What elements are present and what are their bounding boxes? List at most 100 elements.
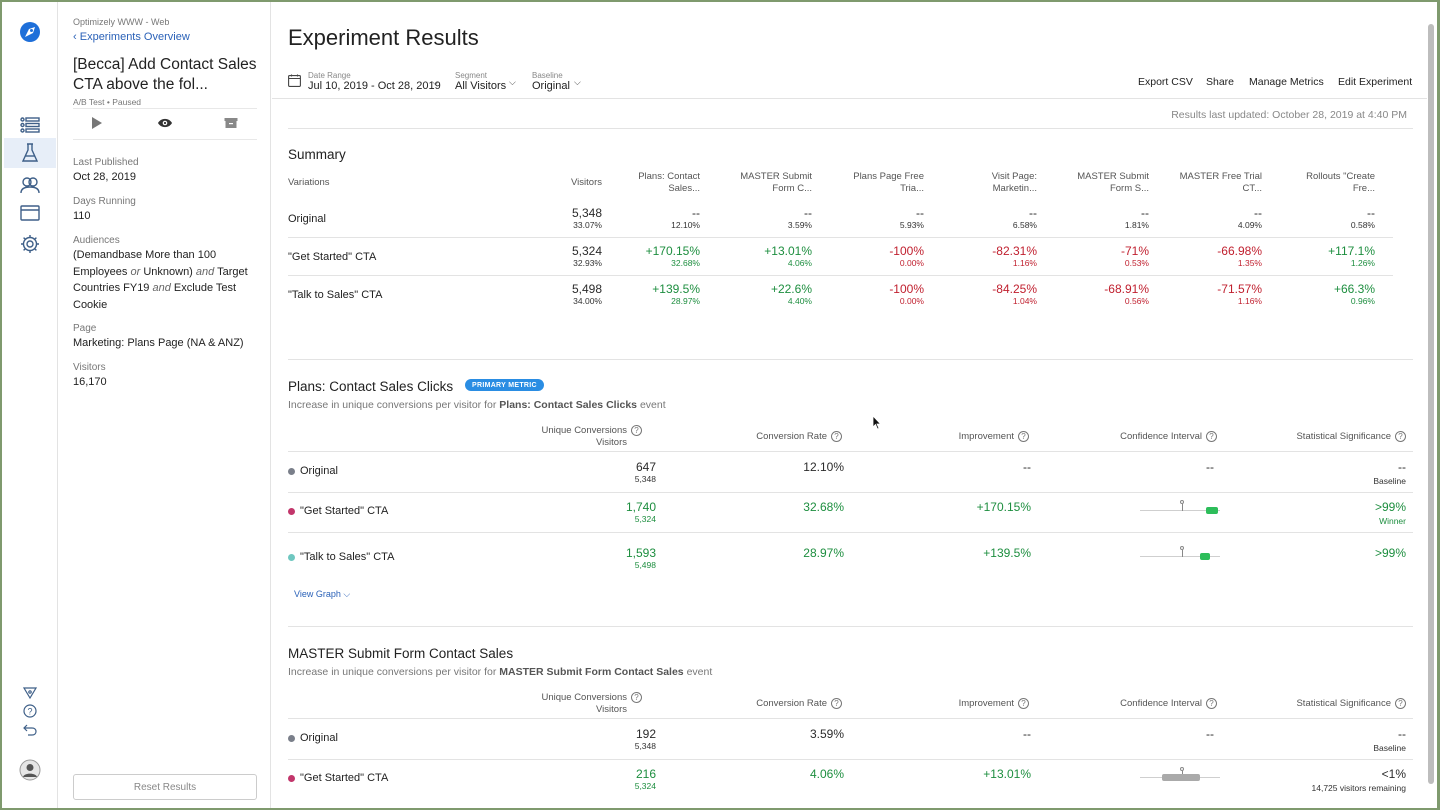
help-icon[interactable]: ?	[1395, 431, 1406, 442]
back-link[interactable]: ‹ Experiments Overview	[73, 31, 190, 43]
header-divider	[272, 98, 1427, 99]
row-divider	[288, 532, 1413, 533]
metric-description: Increase in unique conversions per visit…	[288, 666, 713, 678]
chevron-down-icon[interactable]: ⌵	[509, 77, 516, 87]
undo-icon[interactable]	[15, 718, 45, 742]
metric-cell: +66.3% 0.96%	[1333, 282, 1375, 306]
list-icon[interactable]	[15, 113, 45, 137]
help-icon[interactable]: ?	[1018, 431, 1029, 442]
audiences-label: Audiences	[73, 235, 120, 246]
conversions-cell: 1,593 5,498	[625, 546, 656, 570]
help-icon[interactable]: ?	[1018, 698, 1029, 709]
help-icon[interactable]: ?	[1206, 431, 1217, 442]
metric-cell: +13.01% 4.06%	[764, 244, 812, 268]
chevron-left-icon: ‹	[73, 31, 80, 43]
metric-cell: -71% 0.53%	[1120, 244, 1149, 268]
experiment-actions	[73, 108, 257, 140]
segment-filter[interactable]: Segment All Visitors	[455, 71, 506, 92]
col-conversions: Unique Conversions? Visitors	[502, 425, 642, 449]
significance-cell: >99%	[1374, 546, 1406, 560]
gear-icon[interactable]	[15, 232, 45, 256]
baseline-filter[interactable]: Baseline Original	[532, 71, 570, 92]
reset-results-button[interactable]: Reset Results	[73, 774, 257, 800]
summary-metric-header[interactable]: Visit Page: Marketin...	[991, 171, 1037, 194]
summary-metric-header[interactable]: Plans Page Free Tria...	[853, 171, 924, 194]
summary-metric-header[interactable]: MASTER Free Trial CT...	[1179, 171, 1262, 194]
metric-title: Plans: Contact Sales Clicks	[288, 379, 454, 394]
col-conversions: Unique Conversions? Visitors	[502, 692, 642, 716]
export-csv-button[interactable]: Export CSV	[1138, 76, 1193, 88]
improvement-cell: --	[1023, 460, 1031, 474]
variation-color-dot	[288, 553, 295, 561]
preview-eye-icon[interactable]	[157, 116, 173, 134]
variation-name: "Talk to Sales" CTA	[288, 289, 383, 301]
row-divider	[288, 275, 1393, 276]
baseline-value: Original	[532, 80, 570, 92]
visitors-cell: 5,498 34.00%	[571, 282, 602, 306]
col-significance: Statistical Significance?	[1206, 431, 1406, 443]
mouse-cursor-icon	[872, 414, 882, 435]
metric-cell: -- 4.09%	[1237, 206, 1262, 230]
summary-metric-header[interactable]: Plans: Contact Sales...	[638, 171, 700, 194]
experiment-sidebar: Optimizely WWW - Web ‹ Experiments Overv…	[59, 2, 271, 808]
help-icon[interactable]: ?	[631, 692, 642, 703]
segment-value: All Visitors	[455, 80, 507, 92]
col-significance: Statistical Significance?	[1206, 698, 1406, 710]
metric-cell: -100% 0.00%	[889, 244, 924, 268]
results-updated: Results last updated: October 28, 2019 a…	[1171, 109, 1407, 121]
audiences-icon[interactable]	[15, 173, 45, 197]
page-title: Experiment Results	[288, 25, 479, 50]
help-icon[interactable]: ?	[631, 425, 642, 436]
date-range-filter[interactable]: Date Range Jul 10, 2019 - Oct 28, 2019	[308, 71, 441, 92]
flask-icon[interactable]	[4, 138, 56, 168]
calendar-icon[interactable]	[288, 74, 301, 92]
play-icon[interactable]	[91, 116, 103, 135]
metric-cell: +139.5% 28.97%	[652, 282, 700, 306]
chevron-down-icon[interactable]: ⌵	[432, 77, 439, 87]
logo-icon[interactable]	[15, 20, 45, 44]
variation-name: Original	[288, 465, 338, 477]
help-icon[interactable]: ?	[1395, 698, 1406, 709]
scrollbar[interactable]	[1428, 24, 1434, 784]
page-label: Page	[73, 323, 97, 334]
conversion-rate-cell: 28.97%	[803, 546, 844, 560]
variation-name: "Get Started" CTA	[288, 251, 377, 263]
significance-cell: <1% 14,725 visitors remaining	[1311, 767, 1407, 793]
help-icon[interactable]: ?	[15, 699, 45, 723]
significance-cell: >99% Winner	[1374, 500, 1406, 526]
edit-experiment-button[interactable]: Edit Experiment	[1338, 76, 1413, 88]
view-graph-button[interactable]: View Graph ⌵	[294, 589, 350, 600]
variation-color-dot	[288, 507, 295, 515]
summary-title: Summary	[288, 147, 346, 162]
conversions-cell: 192 5,348	[634, 727, 656, 751]
col-variations: Variations	[288, 177, 330, 188]
summary-metric-header[interactable]: MASTER Submit Form S...	[1077, 171, 1149, 194]
metric-cell: -- 12.10%	[671, 206, 700, 230]
confidence-interval-bar	[1140, 498, 1220, 518]
summary-metric-header[interactable]: MASTER Submit Form C...	[740, 171, 812, 194]
help-icon[interactable]: ?	[831, 431, 842, 442]
visitors-cell: 5,324 32.93%	[571, 244, 602, 268]
metric-cell: -82.31% 1.16%	[992, 244, 1037, 268]
window-icon[interactable]	[15, 201, 45, 225]
manage-metrics-button[interactable]: Manage Metrics	[1249, 76, 1324, 88]
visitors-cell: 5,348 33.07%	[571, 206, 602, 230]
segment-label: Segment	[455, 71, 488, 80]
view-graph-label: View Graph	[294, 589, 341, 599]
help-icon[interactable]: ?	[1206, 698, 1217, 709]
nav-rail: ?	[2, 2, 58, 808]
improvement-cell: +139.5%	[983, 546, 1031, 560]
conversion-rate-cell: 3.59%	[809, 727, 844, 741]
col-confidence-interval: Confidence Interval?	[1017, 698, 1217, 710]
share-button[interactable]: Share	[1206, 76, 1235, 88]
network-icon[interactable]	[15, 681, 45, 705]
user-icon[interactable]	[15, 758, 45, 782]
help-icon[interactable]: ?	[831, 698, 842, 709]
archive-icon[interactable]	[224, 116, 238, 134]
chevron-down-icon[interactable]: ⌵	[574, 77, 581, 87]
summary-metric-header[interactable]: Rollouts "Create Fre...	[1306, 171, 1375, 194]
metric-cell: -- 1.81%	[1124, 206, 1149, 230]
divider	[288, 359, 1413, 360]
back-link-label: Experiments Overview	[79, 31, 190, 43]
conversion-rate-cell: 4.06%	[809, 767, 844, 781]
